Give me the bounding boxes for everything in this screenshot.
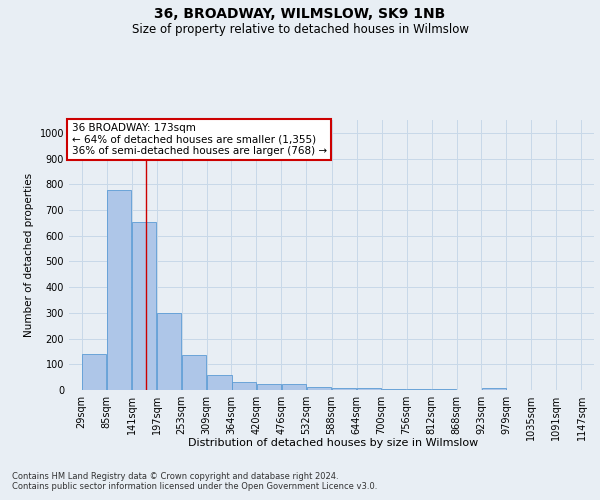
Bar [82,354,106,390]
Bar [257,384,281,390]
Bar [107,190,131,390]
Bar [332,388,356,390]
Bar [357,388,382,390]
Text: Size of property relative to detached houses in Wilmslow: Size of property relative to detached ho… [131,22,469,36]
Text: Contains public sector information licensed under the Open Government Licence v3: Contains public sector information licen… [12,482,377,491]
Text: 36 BROADWAY: 173sqm
← 64% of detached houses are smaller (1,355)
36% of semi-det: 36 BROADWAY: 173sqm ← 64% of detached ho… [71,122,327,156]
Bar [232,382,256,390]
Bar [432,389,457,390]
Bar [382,388,406,390]
Text: 36, BROADWAY, WILMSLOW, SK9 1NB: 36, BROADWAY, WILMSLOW, SK9 1NB [154,8,446,22]
Y-axis label: Number of detached properties: Number of detached properties [24,173,34,337]
Bar [407,388,431,390]
Bar [207,376,232,390]
Bar [307,386,331,390]
Bar [482,388,506,390]
Text: Contains HM Land Registry data © Crown copyright and database right 2024.: Contains HM Land Registry data © Crown c… [12,472,338,481]
Text: Distribution of detached houses by size in Wilmslow: Distribution of detached houses by size … [188,438,478,448]
Bar [182,355,206,390]
Bar [132,222,157,390]
Bar [157,314,181,390]
Bar [281,384,306,390]
